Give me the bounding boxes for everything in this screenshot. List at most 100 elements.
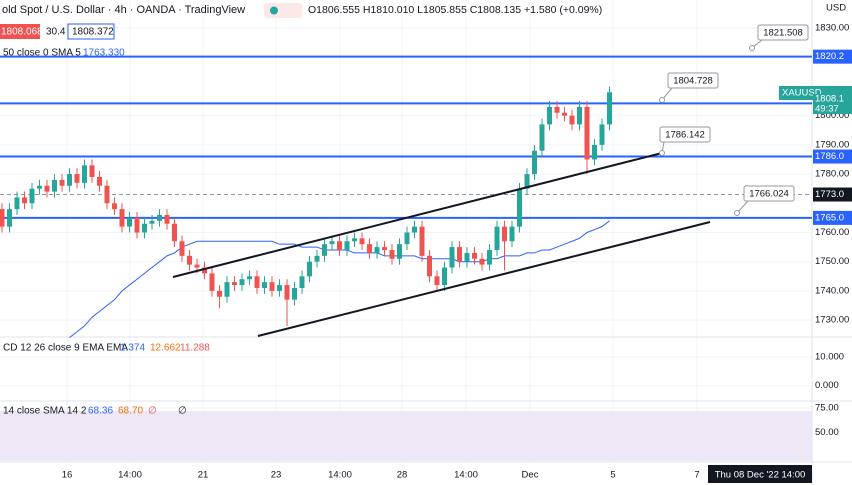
rsi-value: ∅: [148, 406, 157, 417]
candle-body: [59, 179, 65, 186]
x-tick-label: 14:00: [454, 470, 478, 481]
candle-body: [337, 241, 342, 251]
y-tick-label: 1780.00: [815, 169, 849, 180]
candle-body: [502, 226, 507, 242]
candle-body: [404, 232, 410, 245]
candle-body: [14, 197, 20, 210]
y-tick-label: 1790.00: [815, 139, 849, 150]
candle-body: [67, 174, 72, 186]
candle-body: [277, 285, 282, 291]
candle-body: [82, 165, 87, 183]
y-tick-label: 0.000: [815, 380, 839, 391]
candle-body: [517, 188, 522, 227]
crosshair-label: 1773.0: [815, 189, 844, 200]
candle-body: [509, 226, 515, 242]
bid-box: [0, 24, 40, 39]
candle-body: [179, 241, 185, 256]
candle-body: [464, 252, 470, 262]
rsi-value: ∅: [178, 406, 187, 417]
y-tick-label: 1800.00: [815, 110, 849, 121]
level-tag: [813, 210, 852, 225]
candle-body: [457, 247, 462, 262]
candle-body: [112, 203, 117, 210]
chart-title: old Spot / U.S. Dollar · 4h · OANDA · Tr…: [2, 4, 245, 16]
callout-anchor: [749, 45, 755, 51]
y-tick-label: 1760.00: [815, 227, 849, 238]
candle-body: [599, 124, 605, 145]
rsi-value: 68.70: [118, 406, 143, 417]
candle-body: [487, 250, 492, 265]
candle-body: [0, 209, 5, 227]
callout-anchor: [734, 210, 740, 216]
candle-body: [7, 209, 12, 227]
candle-body: [44, 185, 50, 192]
x-tick-label: 14:00: [328, 470, 352, 481]
candle-body: [127, 217, 132, 227]
candle-body: [427, 255, 432, 277]
candle-body: [367, 244, 372, 253]
candle-body: [202, 267, 207, 274]
y-tick-label: 75.00: [815, 402, 839, 413]
candle-body: [74, 174, 80, 183]
candle-body: [292, 287, 297, 300]
callout-box: [667, 72, 719, 89]
y-tick-label: 1740.00: [815, 285, 849, 296]
candle-body: [239, 279, 245, 286]
last-price: 1808.1: [815, 94, 844, 105]
macd-value: 12.662: [150, 343, 181, 354]
candle-body: [134, 217, 140, 233]
candle-body: [397, 244, 402, 259]
candle-body: [217, 290, 222, 297]
candle-body: [577, 106, 582, 125]
candle-body: [472, 252, 477, 259]
x-tick-label: 14:00: [118, 470, 142, 481]
y-tick-label: 50.00: [815, 427, 839, 438]
candle-body: [37, 185, 42, 189]
symbol: XAUUSD: [782, 88, 822, 99]
rsi-value: 68.36: [88, 406, 113, 417]
candle-body: [269, 282, 275, 291]
candle-body: [359, 238, 365, 245]
candle-body: [329, 241, 335, 245]
candle-body: [554, 106, 560, 113]
candle-body: [442, 267, 447, 286]
candle-body: [29, 188, 35, 204]
ohlc: O1806.555 H1810.010 L1805.855 C1808.135 …: [308, 4, 602, 16]
candle-body: [524, 174, 530, 189]
price-tag: [813, 94, 852, 115]
rsi-band: [0, 411, 812, 461]
callout-box: [743, 185, 795, 202]
candle-body: [352, 238, 357, 242]
candle-body: [119, 209, 125, 227]
trend-line: [172, 152, 663, 278]
candle-body: [449, 247, 455, 268]
callout-text: 1766.024: [749, 189, 789, 200]
level-label: 1786.0: [815, 151, 844, 162]
crosshair-tag: [813, 187, 852, 202]
candle-body: [232, 282, 237, 286]
candle-body: [434, 276, 440, 286]
callout-text: 1804.728: [673, 76, 713, 87]
callout-anchor: [659, 150, 665, 156]
candle-body: [187, 255, 192, 265]
candle-body: [254, 276, 260, 288]
candle-body: [97, 176, 102, 186]
candle-body: [157, 214, 162, 221]
sma-legend: 50 close 0 SMA 5: [3, 48, 81, 59]
countdown: 49:37: [815, 104, 839, 115]
callout-box: [757, 24, 809, 41]
candle-body: [142, 223, 147, 233]
candle-body: [344, 241, 350, 251]
candle-body: [104, 185, 110, 204]
candle-body: [89, 165, 95, 177]
x-tick-label: 7: [694, 470, 699, 481]
candle-body: [194, 264, 200, 268]
candle-body: [607, 92, 612, 125]
candle-body: [314, 255, 320, 262]
candle-body: [562, 112, 567, 116]
cursor-time: Thu 08 Dec '22 14:00: [715, 470, 806, 481]
level-tag: [813, 149, 852, 164]
candle-body: [494, 226, 500, 251]
x-tick-label: 21: [198, 470, 209, 481]
